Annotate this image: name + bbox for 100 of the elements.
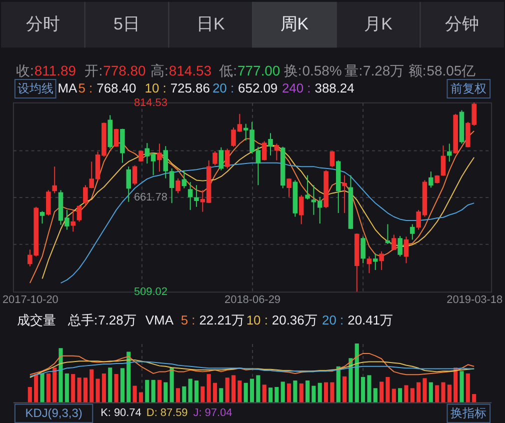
- candlestick: [268, 132, 273, 156]
- bar: [330, 382, 334, 402]
- x-tick-label: 2017-10-20: [2, 294, 58, 306]
- bar: [380, 382, 384, 402]
- candlestick: [132, 164, 138, 186]
- bar: [102, 373, 106, 402]
- bar: [367, 375, 372, 402]
- bar: [244, 382, 248, 402]
- bar: [219, 388, 224, 402]
- bar: [398, 388, 402, 402]
- bar: [262, 384, 266, 402]
- bar: [354, 343, 359, 402]
- bar: [392, 388, 396, 402]
- candlestick: [428, 171, 434, 188]
- text: 5 : 768.40: [78, 80, 136, 96]
- text: 5日: [114, 14, 140, 34]
- candlestick: [342, 174, 347, 214]
- text: 分钟: [445, 14, 480, 34]
- text: 成交量: [16, 312, 56, 328]
- bar: [71, 374, 76, 402]
- candlestick: [126, 166, 132, 202]
- bar: [96, 378, 100, 402]
- text: 换:0.58%: [284, 62, 342, 79]
- bar: [90, 369, 94, 402]
- text: 240 : 388.24: [282, 80, 354, 96]
- bar: [212, 382, 218, 402]
- bar: [416, 382, 421, 402]
- text: 换指标: [450, 406, 487, 420]
- candlestick: [410, 224, 415, 240]
- text: 10 : 725.86: [144, 80, 210, 96]
- bar: [46, 373, 50, 402]
- candlestick: [262, 140, 267, 161]
- bar: [410, 388, 414, 402]
- bar: [466, 373, 470, 402]
- candlestick: [404, 236, 409, 264]
- text: KDJ(9,3,3): [25, 406, 82, 420]
- bar: [336, 366, 340, 402]
- text: MA: [58, 80, 78, 96]
- candlestick: [120, 128, 125, 164]
- candlestick: [212, 150, 218, 166]
- candlestick: [447, 143, 452, 162]
- bar: [342, 376, 347, 402]
- text: 20 : 652.09: [212, 80, 278, 96]
- candlestick: [176, 178, 180, 194]
- candlestick: [305, 174, 310, 200]
- bar: [126, 352, 131, 402]
- text: 设均线: [17, 81, 54, 96]
- candlestick: [218, 146, 224, 171]
- text: 高:814.53: [150, 62, 212, 79]
- y-tick-label: 509.02: [134, 286, 168, 298]
- bar: [318, 382, 322, 402]
- bar: [460, 371, 464, 402]
- bar: [200, 386, 205, 402]
- bar: [348, 358, 353, 402]
- bar: [206, 374, 211, 402]
- bar: [256, 375, 260, 402]
- bar: [83, 378, 88, 402]
- bar: [151, 380, 156, 402]
- bar: [77, 378, 82, 402]
- x-tick-label: 2018-06-29: [224, 294, 280, 306]
- bar: [305, 380, 310, 402]
- bar: [441, 382, 446, 402]
- y-tick-label: 661.78: [134, 192, 168, 204]
- bar: [280, 382, 285, 402]
- bar: [324, 382, 328, 402]
- text: 收:811.89: [16, 62, 76, 79]
- bar: [108, 368, 112, 402]
- candlestick: [385, 224, 390, 244]
- bar: [293, 380, 298, 402]
- candlestick: [373, 252, 378, 271]
- bar: [120, 368, 124, 402]
- candlestick: [157, 143, 162, 172]
- bar: [286, 383, 292, 402]
- bar: [238, 380, 242, 402]
- bar: [422, 378, 427, 402]
- bar: [194, 380, 199, 402]
- bar: [132, 386, 137, 402]
- bar: [404, 385, 408, 402]
- bar: [188, 378, 192, 402]
- bar: [373, 388, 378, 402]
- candlestick: [379, 250, 384, 271]
- bar: [312, 386, 316, 402]
- bar: [472, 394, 476, 402]
- bar: [225, 378, 230, 402]
- text: J: 97.04: [193, 407, 232, 420]
- bar: [447, 384, 452, 402]
- bar: [435, 385, 440, 402]
- bar: [114, 374, 118, 402]
- text: 周K: [280, 14, 310, 34]
- bar: [231, 375, 236, 402]
- candlestick: [330, 150, 335, 168]
- bar: [58, 348, 63, 402]
- bar: [176, 388, 180, 402]
- bar: [52, 368, 57, 402]
- text: 前复权: [450, 81, 487, 96]
- candlestick: [392, 234, 396, 251]
- bar: [157, 380, 162, 402]
- candlestick: [76, 205, 82, 222]
- x-tick-label: 2019-03-18: [446, 294, 503, 306]
- bar: [34, 374, 38, 402]
